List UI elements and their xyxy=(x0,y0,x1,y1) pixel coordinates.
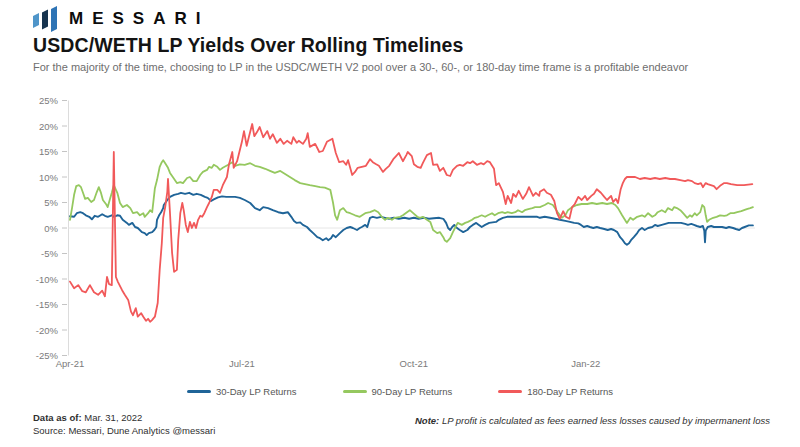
data-as-of-line: Data as of: Mar. 31, 2022 xyxy=(33,412,215,425)
y-axis-label: 25% xyxy=(39,95,59,106)
y-axis-label: 20% xyxy=(39,121,59,132)
x-axis-label: Apr-21 xyxy=(56,358,85,369)
y-axis-label: 0% xyxy=(44,223,58,234)
legend-swatch-180day xyxy=(498,390,522,393)
x-axis-label: Jan-22 xyxy=(571,358,600,369)
logo-bar-left xyxy=(33,13,39,28)
series-line-180day xyxy=(70,124,752,322)
chart-area: 25%20%15%10%5%0%-5%-10%-15%-20%-25%Apr-2… xyxy=(0,85,800,385)
page-subtitle: For the majority of the time, choosing t… xyxy=(33,61,688,73)
x-axis-label: Oct-21 xyxy=(400,358,429,369)
line-chart: 25%20%15%10%5%0%-5%-10%-15%-20%-25%Apr-2… xyxy=(0,85,800,385)
data-as-of-label: Data as of: xyxy=(33,412,82,423)
y-axis-label: 15% xyxy=(39,146,59,157)
y-axis-label: 5% xyxy=(44,197,58,208)
chart-legend: 30-Day LP Returns 90-Day LP Returns 180-… xyxy=(0,386,800,397)
note-text: LP profit is calculated as fees earned l… xyxy=(439,415,770,426)
data-as-of-value: Mar. 31, 2022 xyxy=(82,412,143,423)
y-axis-label: -5% xyxy=(41,248,58,259)
brand-logo: MESSARI xyxy=(33,5,209,33)
x-axis-label: Jul-21 xyxy=(229,358,255,369)
source-line: Source: Messari, Dune Analytics @messari xyxy=(33,425,215,438)
footer-note: Note: LP profit is calculated as fees ea… xyxy=(415,415,770,426)
legend-item-180day: 180-Day LP Returns xyxy=(498,386,613,397)
series-line-30day xyxy=(70,193,753,245)
footer-meta: Data as of: Mar. 31, 2022 Source: Messar… xyxy=(33,412,215,437)
y-axis-label: -15% xyxy=(36,299,59,310)
y-axis-label: -20% xyxy=(36,325,59,336)
brand-wordmark: MESSARI xyxy=(69,6,209,32)
legend-swatch-30day xyxy=(187,390,211,393)
legend-item-90day: 90-Day LP Returns xyxy=(343,386,453,397)
y-axis-label: -10% xyxy=(36,274,59,285)
legend-swatch-90day xyxy=(343,390,367,393)
series-line-90day xyxy=(70,160,753,242)
legend-label-180day: 180-Day LP Returns xyxy=(527,386,613,397)
page-title: USDC/WETH LP Yields Over Rolling Timelin… xyxy=(33,34,463,57)
legend-label-90day: 90-Day LP Returns xyxy=(372,386,453,397)
legend-item-30day: 30-Day LP Returns xyxy=(187,386,297,397)
messari-logo-icon xyxy=(33,6,59,32)
source-value: Messari, Dune Analytics @messari xyxy=(66,425,216,436)
legend-label-30day: 30-Day LP Returns xyxy=(216,386,297,397)
note-label: Note: xyxy=(415,415,439,426)
source-label: Source: xyxy=(33,425,66,436)
y-axis-label: 10% xyxy=(39,172,59,183)
logo-bar-right xyxy=(51,6,57,32)
logo-bar-mid xyxy=(42,10,48,30)
